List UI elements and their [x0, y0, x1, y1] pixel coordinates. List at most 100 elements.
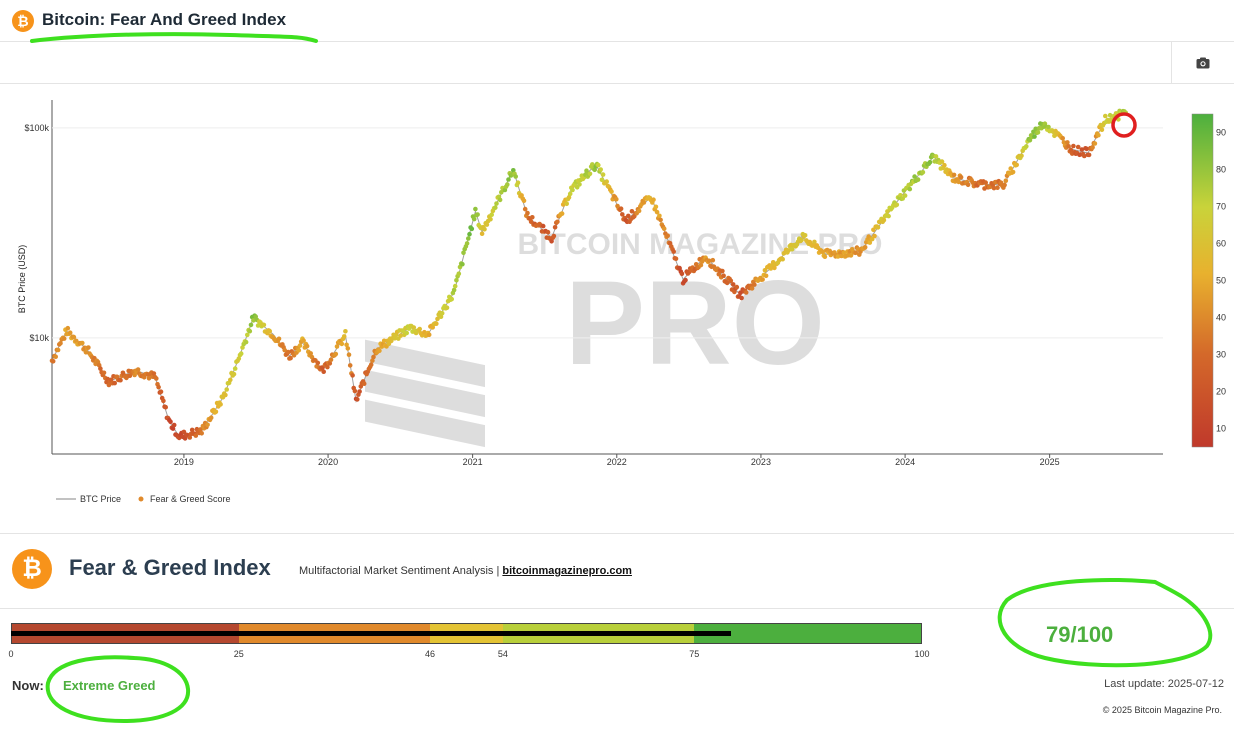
fear-greed-point: [983, 180, 988, 185]
fear-greed-point: [243, 339, 249, 345]
chart-canvas[interactable]: BITCOIN MAGAZINE PRO PRO $10k $100k 2019 20…: [0, 84, 1234, 534]
fear-greed-point: [760, 277, 765, 282]
fear-greed-point: [540, 223, 546, 229]
chart-watermark: BITCOIN MAGAZINE PRO PRO: [365, 228, 883, 448]
fear-greed-point: [587, 171, 593, 177]
fear-greed-point: [404, 330, 410, 336]
bitcoinmagazinepro-link[interactable]: bitcoinmagazinepro.com: [502, 565, 632, 577]
colorbar-tick-label: 20: [1216, 387, 1226, 397]
fear-greed-point: [347, 363, 353, 368]
fear-greed-point: [193, 433, 199, 438]
fear-greed-point: [609, 189, 614, 194]
fear-greed-point: [629, 209, 635, 214]
fear-greed-point: [898, 193, 903, 198]
fear-greed-point: [564, 201, 569, 207]
svg-text:PRO: PRO: [565, 256, 825, 390]
fear-greed-point: [1002, 182, 1007, 188]
fear-greed-point: [653, 204, 659, 210]
fear-greed-point: [451, 287, 457, 293]
fear-greed-point: [511, 168, 516, 173]
fear-greed-point: [479, 231, 485, 236]
fear-greed-point: [464, 241, 470, 246]
fear-greed-point: [799, 237, 804, 243]
x-tick-label: 2022: [607, 457, 627, 467]
fear-greed-point: [951, 172, 957, 178]
fear-greed-point: [444, 305, 450, 310]
fear-greed-point: [730, 282, 736, 287]
chart-legend[interactable]: BTC Price Fear & Greed Score: [56, 494, 231, 504]
fear-greed-point: [902, 193, 908, 198]
fear-greed-point: [743, 290, 749, 295]
fear-greed-point: [566, 195, 572, 200]
x-tick-label: 2025: [1040, 457, 1060, 467]
colorbar-tick-label: 10: [1216, 424, 1226, 434]
fear-greed-point: [802, 233, 808, 238]
fear-greed-point: [839, 253, 844, 259]
fear-greed-point: [454, 278, 459, 283]
fear-greed-point: [328, 357, 334, 363]
colorbar-tick-label: 40: [1216, 313, 1226, 323]
bitcoin-logo-icon: ₿: [12, 10, 34, 32]
fear-greed-point: [665, 233, 670, 238]
legend-label-btc-price: BTC Price: [80, 494, 121, 504]
fear-greed-point: [620, 212, 625, 217]
fear-greed-point: [995, 185, 1000, 190]
colorbar: 10 20 30 40 50 60 70 80 90: [1191, 113, 1226, 448]
fear-greed-point: [58, 341, 63, 346]
fear-greed-point: [345, 346, 351, 351]
fear-greed-point: [763, 273, 769, 279]
fear-greed-point: [927, 159, 933, 165]
fear-greed-point: [552, 225, 558, 230]
fear-greed-point: [835, 254, 841, 259]
fear-greed-point: [112, 380, 117, 386]
fear-greed-point: [822, 254, 828, 259]
fear-greed-point: [657, 213, 662, 219]
fear-greed-point: [1103, 113, 1108, 119]
fear-greed-point: [1090, 145, 1095, 150]
fear-greed-point: [894, 202, 900, 208]
btc-price-chart[interactable]: BITCOIN MAGAZINE PRO PRO $10k $100k 2019 20…: [0, 84, 1234, 534]
fear-greed-point: [551, 233, 557, 239]
fear-greed-point: [118, 377, 123, 383]
fear-greed-point: [247, 328, 253, 334]
fear-greed-point: [156, 384, 161, 390]
fear-greed-point: [171, 422, 177, 428]
fear-greed-point: [489, 212, 495, 217]
score-value: 79/100: [1046, 622, 1114, 647]
fear-greed-point: [434, 321, 439, 326]
fear-greed-point: [651, 197, 656, 202]
fear-greed-point: [522, 206, 528, 212]
fear-greed-point: [1008, 166, 1013, 171]
fear-greed-point: [499, 190, 504, 195]
fear-greed-point: [584, 168, 589, 173]
gauge-tick-label: 54: [497, 649, 508, 659]
now-label: Now:: [12, 678, 44, 693]
fear-greed-point: [724, 280, 730, 286]
fear-greed-point: [555, 219, 560, 225]
fear-greed-point: [841, 250, 847, 255]
fear-greed-point: [1046, 124, 1051, 130]
fear-greed-point: [786, 248, 791, 253]
fear-greed-point: [350, 373, 355, 378]
fear-greed-point: [460, 261, 465, 267]
fear-greed-point: [484, 222, 490, 227]
fear-greed-point: [567, 191, 573, 197]
fear-greed-point: [965, 182, 971, 188]
download-image-button[interactable]: [1171, 42, 1234, 84]
fear-greed-point: [732, 289, 737, 295]
fear-greed-point: [276, 336, 282, 342]
fear-greed-point: [208, 415, 214, 421]
fear-greed-point: [590, 162, 595, 167]
fear-greed-point: [600, 172, 606, 177]
fear-greed-point: [545, 229, 551, 235]
fear-greed-point: [521, 198, 527, 204]
fear-greed-point: [282, 347, 288, 353]
fear-greed-point: [223, 392, 228, 398]
fear-greed-point: [549, 239, 554, 244]
fear-greed-point: [86, 345, 91, 350]
fear-greed-point: [98, 366, 103, 371]
fear-greed-point: [83, 350, 89, 355]
chart-axes: $10k $100k 2019 2020 2021 2022 2023 2024 2025 BTC…: [17, 100, 1163, 467]
fear-greed-point: [461, 250, 466, 256]
fear-greed-point: [577, 182, 582, 187]
